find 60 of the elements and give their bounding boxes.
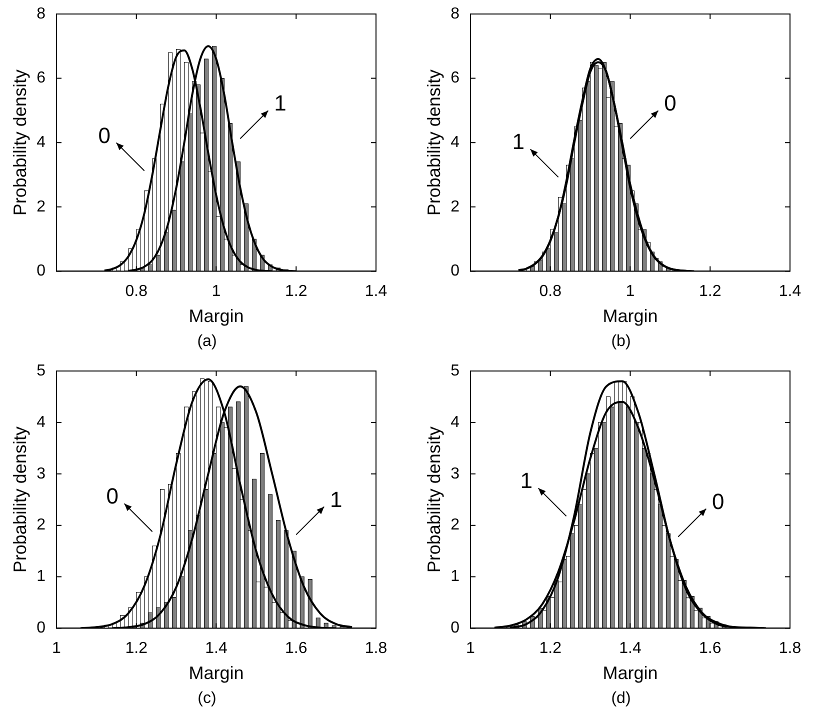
legend-label: 0 (664, 90, 676, 116)
x-axis-title: Margin (602, 306, 658, 326)
y-tick-label: 0 (36, 262, 46, 280)
x-tick-label: 1 (212, 283, 221, 300)
x-tick-label: 1.8 (778, 640, 802, 658)
x-tick-label: 1.2 (285, 283, 308, 300)
text: (b) (611, 333, 631, 350)
y-tick-label: 2 (450, 198, 460, 216)
text: (a) (197, 333, 217, 350)
y-tick-label: 2 (36, 516, 46, 534)
x-tick-label: 1.8 (364, 640, 388, 658)
x-tick-label: 1.6 (285, 640, 308, 658)
x-tick-label: 1 (626, 283, 635, 300)
y-tick-label: 0 (450, 620, 460, 637)
x-tick-label: 1.4 (778, 283, 802, 300)
y-tick-label: 4 (450, 134, 460, 152)
y-tick-label: 8 (450, 5, 460, 22)
x-tick-label: 0.8 (539, 283, 562, 300)
legend-label: 0 (712, 488, 724, 514)
y-tick-label: 3 (450, 465, 460, 482)
y-tick-label: 1 (450, 568, 460, 586)
y-tick-label: 8 (36, 5, 46, 22)
x-tick-label: 1 (466, 640, 476, 658)
y-tick-label: 3 (36, 465, 46, 482)
y-tick-label: 0 (36, 620, 46, 637)
x-axis-title: Margin (602, 663, 658, 684)
y-tick-label: 6 (450, 70, 460, 87)
text: 1 (512, 129, 524, 154)
text: 0 (106, 484, 118, 509)
x-tick-label: 0.8 (125, 283, 148, 300)
x-tick-label: 1.2 (125, 640, 148, 658)
y-tick-label: 1 (36, 568, 46, 586)
x-tick-label: 1.2 (699, 283, 722, 300)
y-tick-label: 2 (36, 198, 46, 216)
x-tick-label: 1.4 (619, 640, 642, 658)
x-tick-label: 1.4 (364, 283, 388, 300)
y-axis-title: Probability density (10, 426, 30, 573)
text: 1 (520, 468, 532, 494)
y-tick-label: 4 (36, 134, 46, 152)
y-tick-label: 5 (36, 362, 46, 380)
y-tick-label: 6 (36, 70, 46, 87)
x-tick-label: 1 (52, 640, 62, 658)
y-axis-title: Probability density (424, 426, 444, 573)
y-tick-label: 0 (450, 262, 460, 280)
text: (c) (198, 690, 216, 707)
x-axis-title: Margin (188, 663, 244, 684)
y-tick-label: 2 (450, 516, 460, 534)
legend-label: 1 (330, 486, 342, 512)
y-axis-title: Probability density (10, 70, 30, 216)
x-tick-label: 1.4 (205, 640, 228, 658)
x-tick-label: 1.2 (539, 640, 562, 658)
x-axis-title: Margin (188, 306, 244, 326)
y-tick-label: 5 (450, 362, 460, 380)
text: 0 (98, 122, 110, 148)
y-tick-label: 4 (450, 414, 460, 431)
legend-label: 1 (274, 90, 286, 116)
y-axis-title: Probability density (424, 70, 444, 216)
x-tick-label: 1.6 (699, 640, 722, 658)
y-tick-label: 4 (36, 414, 46, 431)
text: (d) (611, 690, 631, 707)
